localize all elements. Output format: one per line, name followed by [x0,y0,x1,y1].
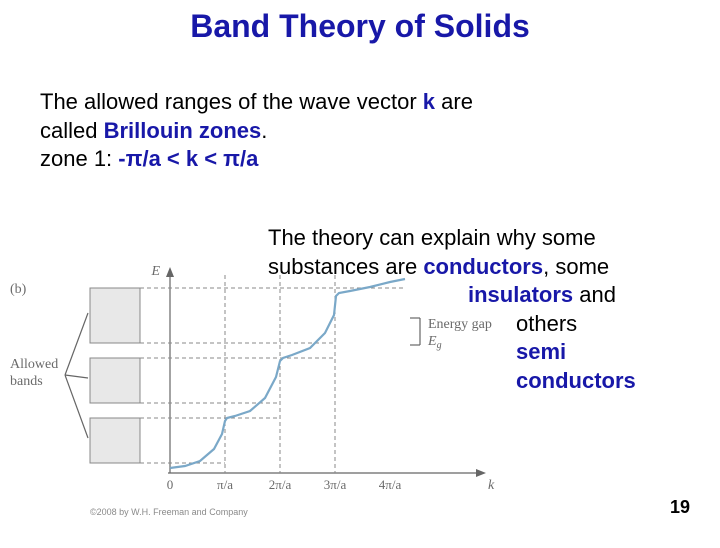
p1-l3-pre: zone 1: [40,146,118,171]
y-axis-arrow [166,267,174,277]
p1-l1-pre: The allowed ranges of the wave vector [40,89,423,114]
p1-brillouin: Brillouin zones [104,118,262,143]
y-axis-label: E [150,264,160,279]
x-ticks: 0 π/a 2π/a 3π/a 4π/a [167,477,402,492]
p1-range: -π/a < k < π/a [118,146,258,171]
p2-l1: The theory can explain why some [268,225,596,250]
horiz-dashes [140,288,405,463]
allowed-bands-label-1: Allowed [10,357,58,372]
sublabel-b: (b) [10,282,27,297]
allowed-bands-label-2: bands [10,374,43,389]
p2-conductors2: conductors [516,368,636,393]
svg-text:3π/a: 3π/a [324,477,347,492]
p1-l2-post: . [261,118,267,143]
p1-k: k [423,89,435,114]
gap-label-text: Energy gap [428,317,492,332]
p1-l1-post: are [435,89,473,114]
page-number: 19 [670,497,690,518]
p2-semi: semi [516,339,566,364]
p1-l2-pre: called [40,118,104,143]
zone-dashes [225,275,335,473]
svg-text:π/a: π/a [217,477,233,492]
svg-text:4π/a: 4π/a [379,477,402,492]
paragraph-1: The allowed ranges of the wave vector k … [40,88,473,174]
allowed-bands [90,288,140,463]
svg-text:0: 0 [167,477,174,492]
band-diagram: (b) Allowed bands E k 0 π/a 2π/a 3π/a 4π/a E… [10,263,510,523]
slide-title: Band Theory of Solids [0,8,720,45]
svg-text:2π/a: 2π/a [269,477,292,492]
copyright-text: ©2008 by W.H. Freeman and Company [90,507,248,517]
dispersion-curve [170,279,405,468]
p2-l3-post: and [573,282,616,307]
p2-l2-post: , some [543,254,609,279]
gap-symbol: Eg [427,334,442,351]
x-axis-label: k [488,478,495,493]
energy-gap: Energy gap Eg [410,317,492,351]
x-axis-arrow [476,469,486,477]
brace-lines [65,313,88,438]
